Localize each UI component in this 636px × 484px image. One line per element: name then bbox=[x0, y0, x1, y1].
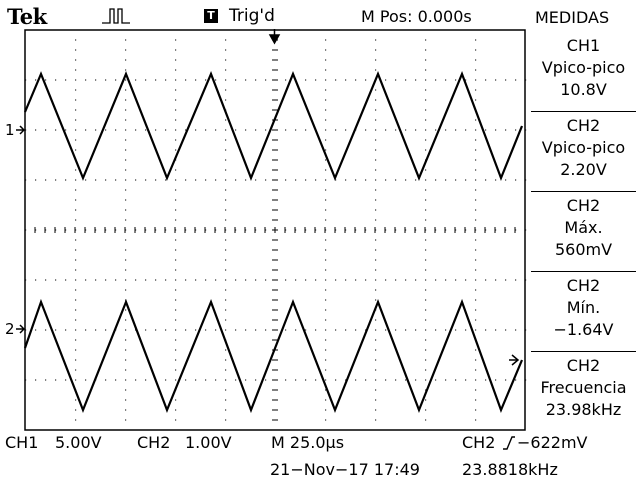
measurement-channel: CH1 bbox=[566, 36, 601, 55]
ch2-marker-arrow bbox=[16, 324, 25, 334]
measurement-label: Mín. bbox=[566, 298, 601, 317]
measurement-label: Frecuencia bbox=[540, 378, 627, 397]
ch2-trace bbox=[23, 298, 524, 414]
trigger-level: −622mV bbox=[517, 433, 588, 452]
ch2-scale: 1.00V bbox=[185, 433, 232, 452]
ch1-marker-arrow bbox=[16, 125, 25, 135]
measurement-box-5[interactable]: CH2 Frecuencia 23.98kHz bbox=[531, 352, 636, 430]
graticule bbox=[24, 29, 527, 431]
measurement-label: Máx. bbox=[564, 218, 603, 237]
trigger-badge: T bbox=[204, 9, 218, 23]
graticule-dots bbox=[24, 29, 527, 431]
measurement-value: 23.98kHz bbox=[545, 400, 622, 419]
measurement-box-2[interactable]: CH2 Vpico-pico 2.20V bbox=[531, 112, 636, 192]
trigger-pulse-icon bbox=[102, 8, 130, 24]
measurement-channel: CH2 bbox=[566, 276, 601, 295]
measurement-value: −1.64V bbox=[553, 320, 614, 339]
trigger-position-arrow bbox=[268, 29, 281, 45]
measurement-box-1[interactable]: CH1 Vpico-pico 10.8V bbox=[531, 32, 636, 112]
measurement-value: 10.8V bbox=[560, 80, 607, 99]
brand-logo: Tek bbox=[7, 4, 47, 29]
measurement-box-3[interactable]: CH2 Máx. 560mV bbox=[531, 192, 636, 272]
trigger-frequency: 23.8818kHz bbox=[462, 460, 558, 479]
trigger-level-arrow bbox=[509, 354, 520, 366]
measurement-value: 560mV bbox=[554, 240, 613, 259]
measurement-value: 2.20V bbox=[560, 160, 607, 179]
ch1-label: CH1 bbox=[5, 433, 39, 452]
date-time: 21−Nov−17 17:49 bbox=[270, 460, 420, 479]
timebase-readout: M 25.0µs bbox=[271, 433, 345, 452]
ch2-marker: 2 bbox=[5, 320, 15, 338]
measurement-channel: CH2 bbox=[566, 356, 601, 375]
rising-edge-icon bbox=[503, 436, 515, 450]
trigger-status: Trig'd bbox=[229, 6, 275, 26]
ch1-scale: 5.00V bbox=[55, 433, 102, 452]
measurement-channel: CH2 bbox=[566, 196, 601, 215]
measurement-channel: CH2 bbox=[566, 116, 601, 135]
trigger-source: CH2 bbox=[462, 433, 496, 452]
ch2-label: CH2 bbox=[137, 433, 171, 452]
ch1-marker: 1 bbox=[5, 121, 15, 139]
ch1-trace bbox=[23, 71, 524, 182]
measurement-label: Vpico-pico bbox=[541, 138, 626, 157]
measurement-menu-title[interactable]: MEDIDAS bbox=[535, 8, 610, 27]
main-position-readout: M Pos: 0.000s bbox=[361, 7, 472, 26]
measurement-box-4[interactable]: CH2 Mín. −1.64V bbox=[531, 272, 636, 352]
measurement-label: Vpico-pico bbox=[541, 58, 626, 77]
